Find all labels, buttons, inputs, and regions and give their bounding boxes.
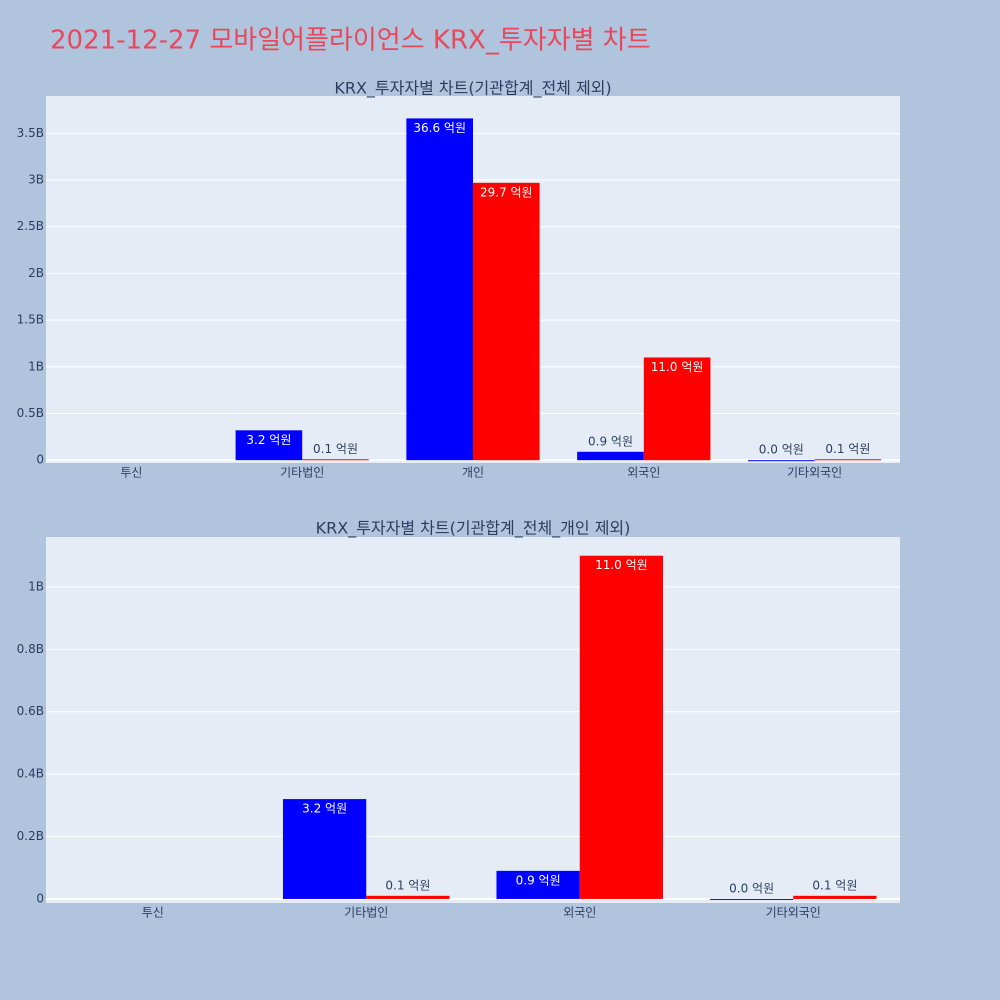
y-tick-label: 2.5B xyxy=(17,219,44,233)
bar xyxy=(406,118,473,461)
data-label: 0.1 억원 xyxy=(825,442,870,456)
y-tick-label: 0 xyxy=(36,891,44,905)
subplot: KRX_투자자별 차트(기관합계_전체 제외) 0 0.5B 1B 1.5B 2B 2.5B… xyxy=(17,79,900,480)
plot-background xyxy=(46,537,900,903)
y-tick-label: 2B xyxy=(28,266,44,280)
data-label: 3.2 억원 xyxy=(302,802,347,816)
y-tick-label: 1B xyxy=(28,579,44,593)
data-label: 0.9 억원 xyxy=(516,873,561,887)
data-label: 29.7 억원 xyxy=(480,185,533,199)
subplot: KRX_투자자별 차트(기관합계_전체_개인 제외) 0 0.2B 0.4B 0.6B 0… xyxy=(17,519,900,920)
x-tick-label: 투신 xyxy=(142,906,164,920)
y-tick-label: 0.6B xyxy=(17,704,44,718)
bar xyxy=(814,459,882,461)
y-tick-label: 0.5B xyxy=(17,406,44,420)
x-tick-label: 외국인 xyxy=(563,906,596,920)
data-label: 0.0 억원 xyxy=(729,881,774,895)
y-tick-label: 1B xyxy=(28,359,44,373)
bar xyxy=(282,799,367,899)
bar xyxy=(577,451,644,461)
x-tick-label: 기타외국인 xyxy=(787,466,842,480)
data-label: 0.1 억원 xyxy=(385,878,430,892)
data-label: 0.0 억원 xyxy=(759,443,804,457)
y-tick-label: 0.4B xyxy=(17,767,44,781)
x-tick-label: 외국인 xyxy=(627,466,660,480)
page-title: 2021-12-27 모바일어플라이언스 KRX_투자자별 차트 xyxy=(50,26,651,56)
data-label: 0.9 억원 xyxy=(588,434,633,448)
chart-title: KRX_투자자별 차트(기관합계_전체 제외) xyxy=(334,79,611,99)
bar xyxy=(496,870,580,899)
y-tick-label: 3.5B xyxy=(17,126,44,140)
bar xyxy=(302,459,369,461)
data-label: 0.1 억원 xyxy=(313,442,358,456)
y-tick-label: 1.5B xyxy=(17,313,44,327)
data-label: 11.0 억원 xyxy=(595,558,648,572)
x-tick-label: 기타외국인 xyxy=(766,906,821,920)
bar xyxy=(643,357,711,461)
y-tick-label: 0.8B xyxy=(17,642,44,656)
x-tick-label: 개인 xyxy=(462,466,484,480)
bar xyxy=(709,898,794,900)
bar xyxy=(235,430,303,461)
y-tick-label: 3B xyxy=(28,173,44,187)
chart-title: KRX_투자자별 차트(기관합계_전체_개인 제외) xyxy=(316,519,631,539)
bar xyxy=(579,555,664,899)
bar xyxy=(366,895,450,899)
data-label: 3.2 억원 xyxy=(246,433,291,447)
y-tick-label: 0 xyxy=(36,453,44,467)
bar xyxy=(747,460,815,462)
x-tick-label: 투신 xyxy=(120,466,142,480)
data-label: 11.0 억원 xyxy=(651,360,704,374)
data-label: 0.1 억원 xyxy=(812,878,857,892)
x-tick-label: 기타법인 xyxy=(280,466,324,480)
data-label: 36.6 억원 xyxy=(413,121,466,135)
y-tick-label: 0.2B xyxy=(17,829,44,843)
bar xyxy=(793,895,877,899)
x-tick-label: 기타법인 xyxy=(344,906,388,920)
bar xyxy=(473,182,540,461)
